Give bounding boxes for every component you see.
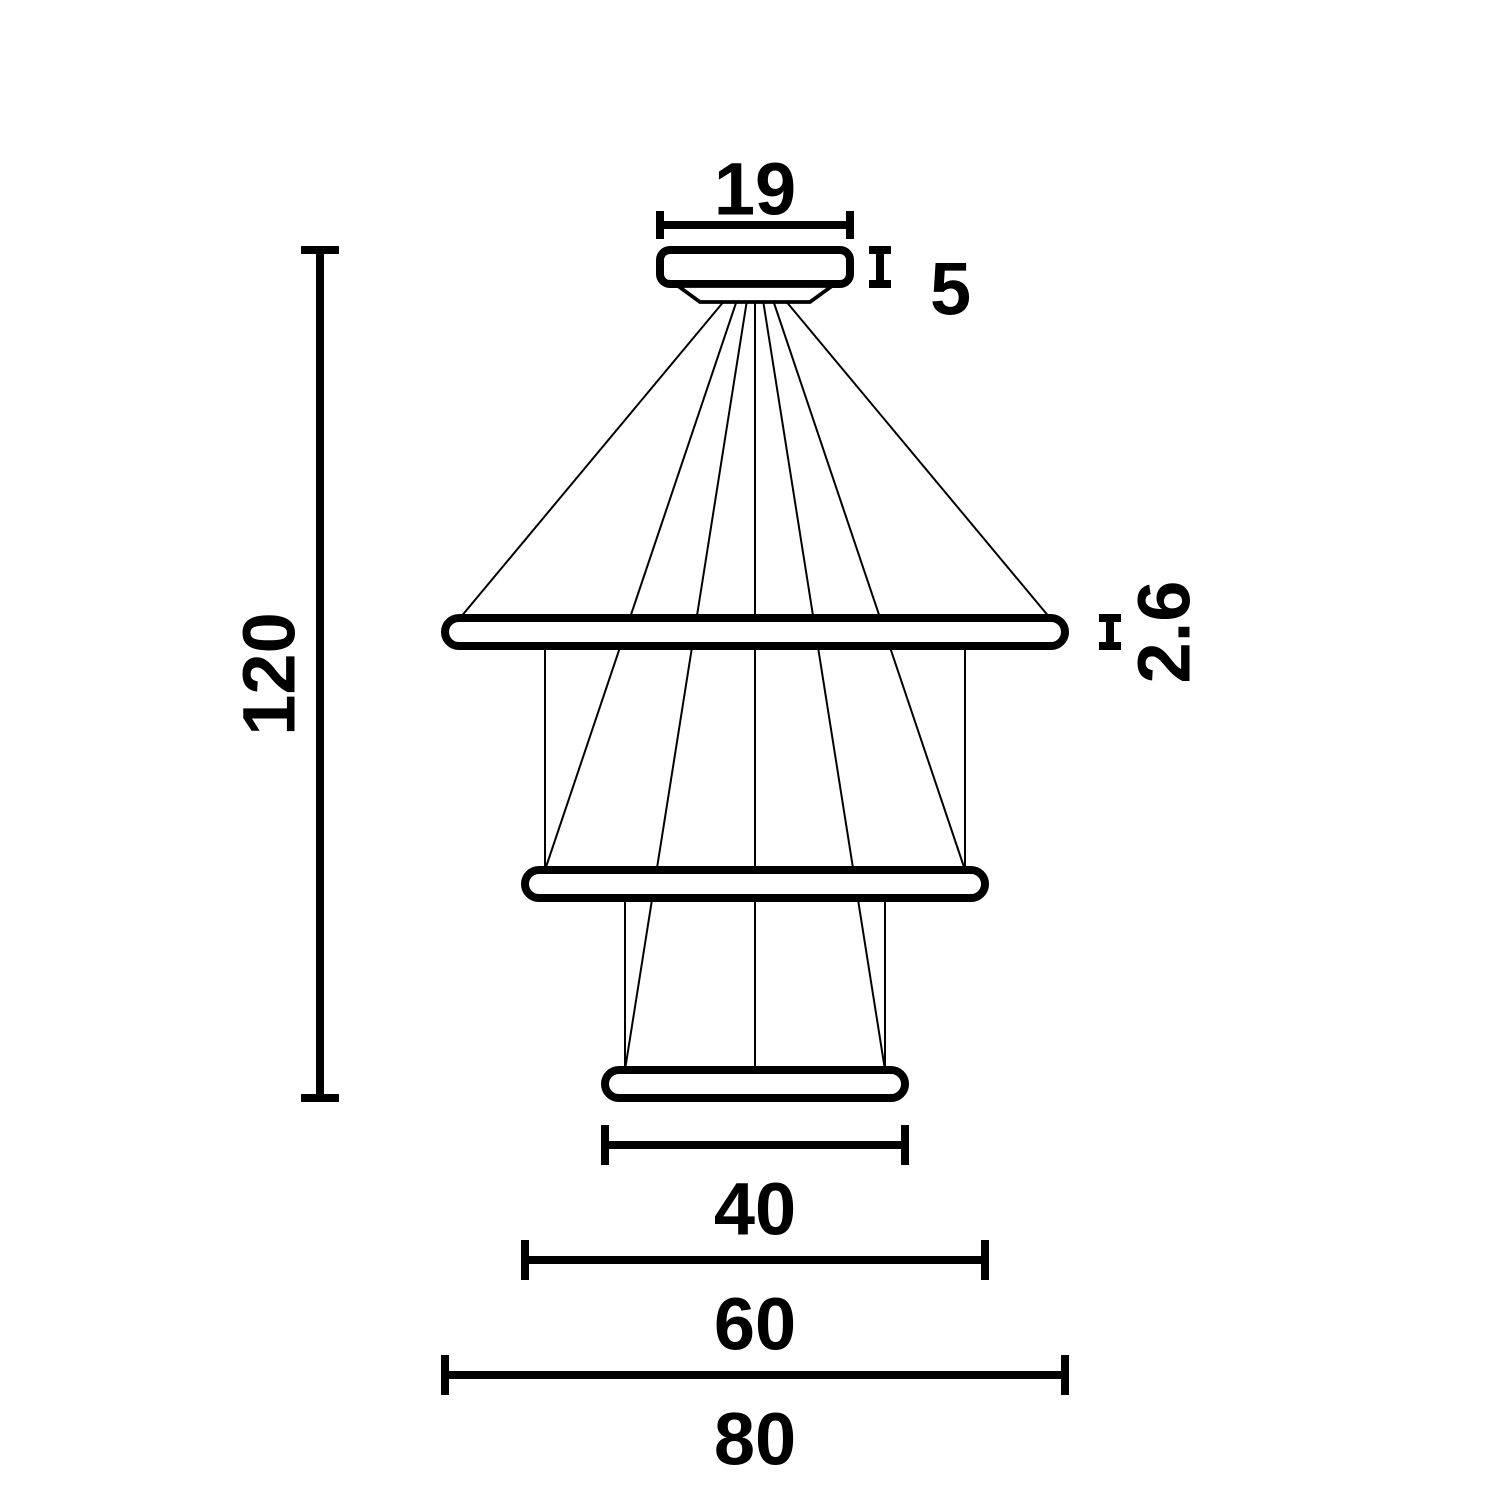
ring-2	[605, 1070, 905, 1098]
ring-0	[445, 618, 1065, 646]
dim-width_40-label: 40	[714, 1168, 796, 1251]
dim-canopy_width-label: 19	[714, 148, 796, 231]
dim-width_80-label: 80	[714, 1398, 796, 1481]
dim-canopy_height-label: 5	[930, 248, 971, 331]
canopy-underside	[678, 286, 832, 302]
dim-height_total-label: 120	[228, 612, 311, 735]
canopy	[660, 250, 850, 284]
ring-1	[525, 870, 985, 898]
dim-width_60-label: 60	[714, 1283, 796, 1366]
dim-ring_thickness-label: 2.6	[1123, 581, 1206, 684]
